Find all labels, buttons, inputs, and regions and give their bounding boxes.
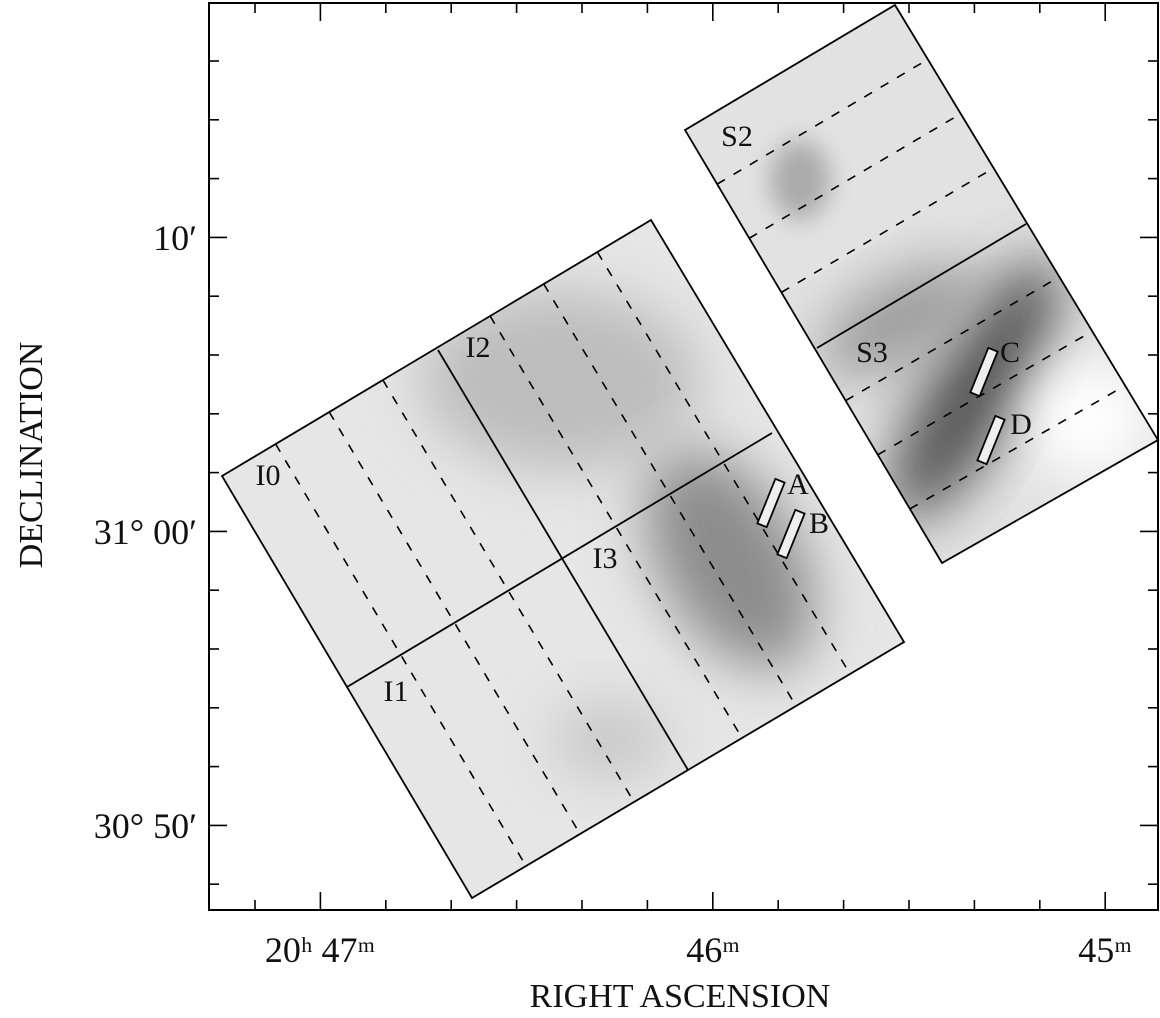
y-tick-label: 30° 50′	[94, 806, 197, 846]
region-label: D	[1010, 408, 1032, 441]
x-tick-label: 45ᵐ	[1078, 930, 1132, 970]
region-label: A	[787, 468, 809, 501]
region-label: C	[1000, 336, 1020, 369]
x-tick-label: 20ʰ 47ᵐ	[265, 930, 375, 970]
chip-label: S3	[856, 336, 888, 369]
emission-blob	[550, 700, 670, 780]
chip-label: I3	[593, 542, 618, 575]
chip-label: I2	[466, 331, 491, 364]
chip-label: I0	[256, 459, 281, 492]
figure: I0 I1 I2 I3 S2 S3 A B C D 20ʰ 47ᵐ 46ᵐ 45…	[0, 0, 1160, 1013]
chip-label: S2	[721, 120, 753, 153]
x-tick-label: 46ᵐ	[686, 930, 740, 970]
y-axis-label: DECLINATION	[13, 342, 50, 569]
region-label: B	[809, 507, 829, 540]
y-tick-label: 31° 00′	[94, 512, 197, 552]
x-axis-label: RIGHT ASCENSION	[530, 978, 831, 1013]
y-tick-label: 10′	[153, 218, 197, 258]
chip-label: I1	[384, 675, 409, 708]
page: {"axes":{"x_label":"RIGHT ASCENSION","y_…	[0, 0, 1160, 1013]
